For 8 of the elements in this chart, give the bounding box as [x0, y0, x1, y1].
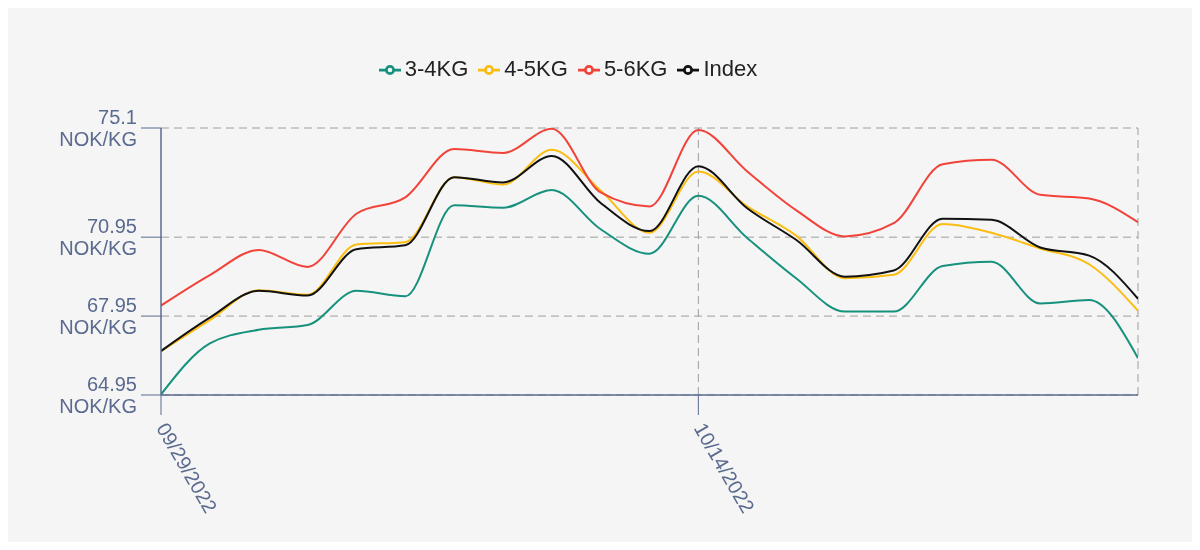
- y-tick-label: 64.95 NOK/KG: [59, 373, 137, 417]
- legend-label: Index: [703, 56, 758, 81]
- y-tick-label: 75.1 NOK/KG: [59, 106, 137, 150]
- legend-label: 4-5KG: [504, 56, 568, 81]
- legend-label: 3-4KG: [404, 56, 469, 81]
- legend-label: 5-6KG: [603, 56, 668, 81]
- y-tick-label: 70.95 NOK/KG: [59, 215, 137, 260]
- y-tick-label: 67.95 NOK/KG: [59, 294, 137, 339]
